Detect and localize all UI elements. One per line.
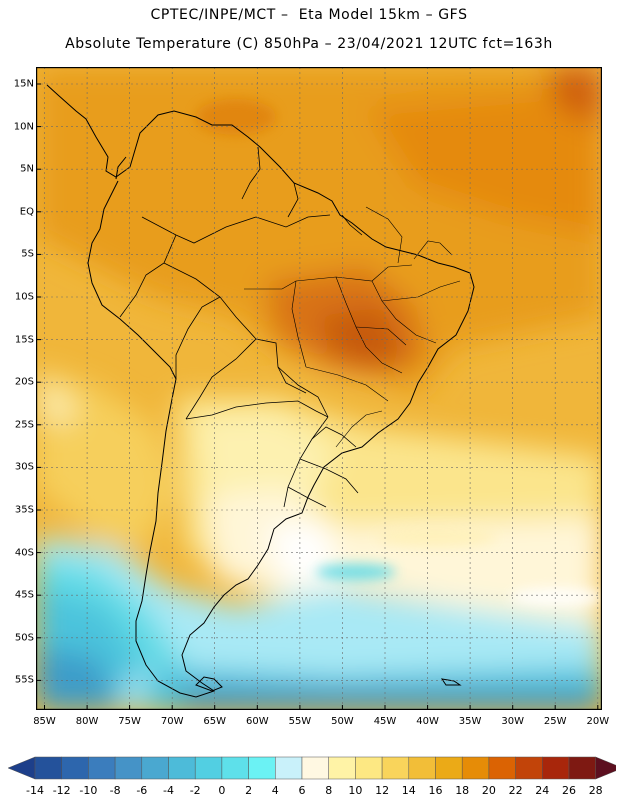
lat-label: 5S [21,248,34,260]
lat-label: 10S [14,291,34,303]
colorbar-swatch [461,756,490,780]
colorbar-swatch [8,756,36,780]
colorbar-swatch [542,756,570,780]
coastlines [46,84,475,698]
colorbar-label: -6 [136,784,148,797]
colorbar-swatch [248,756,276,780]
colorbar-label: 14 [401,784,416,797]
lon-label: 60W [245,716,269,727]
colorbar-label: -8 [109,784,121,797]
lon-label: 65W [203,716,226,727]
colorbar-swatch [141,756,169,780]
colorbar-label: 28 [588,784,603,797]
colorbar-swatch [515,756,543,780]
colorbar-label: 22 [508,784,523,797]
lat-label: 35S [14,504,34,516]
temperature-field [36,67,602,710]
colorbar-swatch [595,756,616,780]
colorbar-label: -12 [52,784,71,797]
lon-label: 85W [33,716,56,727]
lon-label: 40W [416,716,439,727]
colorbar-swatch [221,756,249,780]
lat-label: 55S [14,674,34,686]
colorbar-swatch [435,756,463,780]
map-frame [36,67,602,710]
lon-label: 50W [331,716,354,727]
colorbar-label: 4 [271,784,279,797]
lon-label: 25W [543,716,567,727]
lon-label: 20W [586,716,610,727]
colorbar-label: -14 [26,784,44,797]
map-subtitle: Absolute Temperature (C) 850hPa – 23/04/… [65,36,553,52]
colorbar-label: 6 [298,784,306,797]
lat-label: 45S [14,589,34,601]
colorbar-label: 26 [562,784,576,797]
lon-label: 70W [160,716,184,727]
colorbar-label: -2 [189,784,201,797]
colorbar-label: -10 [79,784,98,797]
lon-label: 75W [118,716,141,727]
colorbar-swatch [355,756,383,780]
temperature-map [36,67,602,710]
lat-label: 50S [14,632,34,644]
colorbar-swatch [568,756,596,780]
colorbar-swatch [381,756,410,780]
colorbar-swatch [168,756,196,780]
colorbar-swatch [408,756,436,780]
colorbar-swatch [328,756,356,780]
lat-label: 20S [14,376,34,388]
lon-label: 30W [501,716,524,727]
graticule [36,67,602,710]
colorbar-swatch [61,756,89,780]
lat-label: 10N [13,121,34,133]
lon-label: 80W [75,716,99,727]
colorbar [8,756,616,780]
lon-label: 35W [458,716,482,727]
colorbar-label: -4 [163,784,174,797]
lat-label: 5N [20,163,34,175]
colorbar-label: 20 [481,784,496,797]
colorbar-label: 18 [455,784,470,797]
colorbar-label: 12 [375,784,390,797]
map-title: CPTEC/INPE/MCT – Eta Model 15km – GFS [150,7,468,23]
colorbar-swatch [301,756,329,780]
lat-label: 25S [14,419,34,431]
colorbar-label: 24 [535,784,550,797]
colorbar-label: 8 [325,784,333,797]
lat-label: 15N [13,78,34,90]
colorbar-swatch [88,756,116,780]
lon-label: 45W [373,716,397,727]
lat-label: 30S [14,461,34,473]
lat-label: 15S [14,334,34,346]
colorbar-swatch [194,756,223,780]
colorbar-swatch [488,756,516,780]
state-borders [244,206,461,448]
colorbar-label: 16 [428,784,443,797]
colorbar-swatch [114,756,143,780]
lat-label: EQ [19,206,34,218]
colorbar-label: 10 [348,784,363,797]
lat-label: 40S [14,547,34,559]
colorbar-swatch [34,756,62,780]
colorbar-swatch [275,756,303,780]
lon-label: 55W [288,716,312,727]
colorbar-label: 2 [245,784,253,797]
colorbar-label: 0 [218,784,226,797]
